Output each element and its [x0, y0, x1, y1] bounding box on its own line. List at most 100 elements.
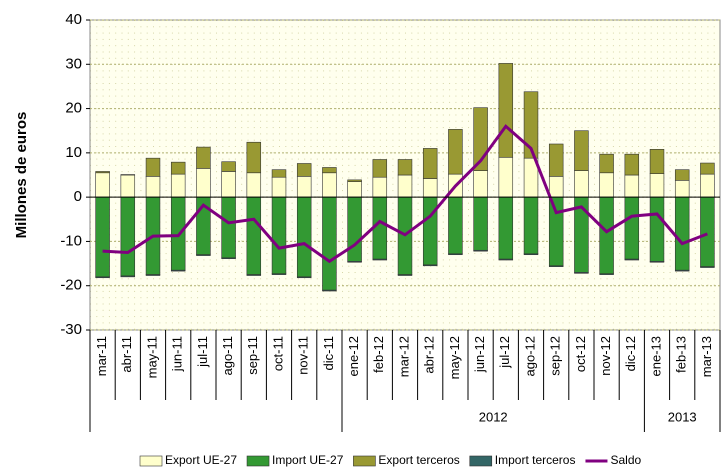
bar [498, 196, 514, 260]
line [102, 124, 708, 264]
bar [523, 91, 539, 159]
legend-label: Export terceros [378, 453, 459, 467]
bar [296, 176, 312, 198]
bar [221, 257, 236, 260]
bar [196, 146, 211, 169]
x-tick-label: sep-12 [548, 336, 563, 376]
bar [397, 174, 413, 198]
bar [170, 173, 186, 198]
legend-swatch [469, 455, 493, 467]
bar [170, 269, 186, 272]
bar [296, 163, 312, 177]
x-tick-label: mar-11 [94, 336, 109, 376]
bar [347, 179, 362, 182]
bar [599, 273, 614, 275]
x-tick-label: jul-11 [195, 336, 210, 368]
legend-label: Import terceros [495, 453, 576, 467]
bar [498, 156, 514, 198]
y-tick-label: 30 [65, 55, 82, 72]
bar [448, 253, 463, 256]
bar [221, 196, 236, 259]
x-tick-label: nov-11 [296, 336, 311, 375]
bar [523, 196, 539, 255]
x-tick-label: jun-12 [472, 336, 487, 373]
x-tick-label: sep-11 [245, 336, 260, 375]
bar [448, 129, 463, 175]
bar [548, 196, 564, 267]
legend-swatch [246, 455, 270, 467]
x-tick-label: oct-12 [573, 336, 588, 372]
bar [372, 159, 388, 178]
bar [422, 148, 438, 179]
x-tick-label: ago-12 [522, 336, 537, 376]
bar [599, 172, 614, 198]
bar [624, 258, 640, 261]
x-tick-label: feb-12 [371, 336, 386, 373]
bar [649, 173, 665, 198]
bar [246, 141, 262, 174]
x-tick-label: dic-11 [321, 336, 336, 370]
x-tick-label: mar-12 [396, 336, 411, 377]
bar [271, 196, 287, 275]
bar [422, 178, 438, 198]
bar [221, 161, 236, 172]
legend-swatch [139, 455, 163, 467]
bar [221, 171, 236, 198]
bar [523, 253, 539, 256]
bar [322, 172, 337, 198]
group-label: 2013 [668, 409, 697, 424]
bar [700, 173, 715, 198]
x-tick-label: dic-12 [623, 336, 638, 371]
y-tick-label: -10 [60, 232, 82, 249]
bar [170, 161, 186, 175]
x-tick-label: ene-13 [648, 336, 663, 376]
bar [498, 258, 514, 261]
x-tick-label: jul-12 [497, 336, 512, 369]
x-tick-label: may-12 [447, 336, 462, 379]
bar [347, 181, 362, 198]
bar [95, 276, 110, 279]
bar [473, 170, 488, 198]
x-tick-label: oct-11 [270, 336, 285, 371]
y-tick-label: 10 [65, 144, 82, 161]
y-axis-label: Millones de euros [13, 112, 30, 239]
bar [246, 274, 262, 276]
bar [548, 265, 564, 267]
bar [624, 174, 640, 198]
bar [674, 269, 690, 272]
bar [95, 196, 110, 278]
bar [145, 157, 161, 177]
bar [271, 176, 287, 198]
bar [649, 149, 665, 174]
legend-swatch [353, 455, 376, 467]
bar [322, 289, 337, 292]
x-tick-label: abr-11 [119, 336, 134, 373]
bar [448, 196, 463, 255]
bar [624, 153, 640, 176]
legend-label: Import UE-27 [272, 453, 344, 467]
bar [120, 196, 136, 277]
bar [397, 159, 413, 176]
bar [498, 63, 514, 158]
x-tick-label: feb-13 [674, 336, 689, 373]
bar [700, 162, 715, 175]
bar [372, 258, 388, 261]
y-tick-label: -30 [60, 321, 82, 338]
bar [548, 143, 564, 177]
bar [574, 170, 589, 198]
bar [95, 171, 110, 174]
bar [700, 266, 715, 268]
bar [649, 196, 665, 262]
legend-label: Saldo [610, 453, 641, 467]
bar [145, 274, 161, 276]
x-tick-label: nov-12 [598, 336, 613, 376]
y-tick-label: 0 [74, 188, 82, 205]
bar [347, 196, 362, 262]
x-tick-label: ene-12 [346, 336, 361, 376]
bar [246, 196, 262, 275]
bar [347, 261, 362, 263]
bar [296, 196, 312, 278]
x-tick-label: may-11 [144, 336, 159, 378]
bar [700, 196, 715, 267]
